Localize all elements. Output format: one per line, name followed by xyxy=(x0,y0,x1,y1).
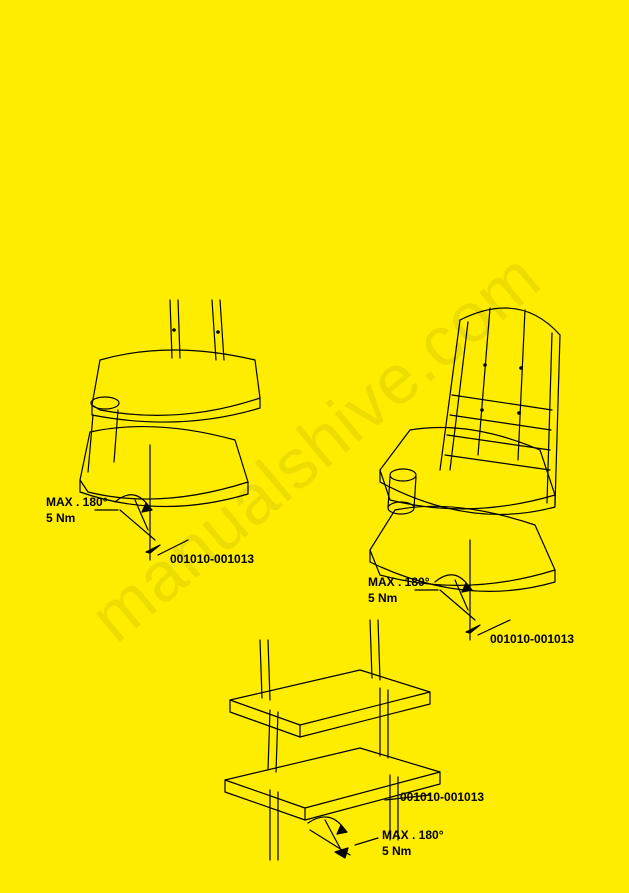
diagram-svg xyxy=(0,0,629,893)
label-right-partno: 001010-001013 xyxy=(490,632,574,648)
manual-page: manualshive.com MAX . 180° 5 Nm 001010-0… xyxy=(0,0,629,893)
label-line1: MAX . 180° xyxy=(46,495,108,509)
label-left-torque: MAX . 180° 5 Nm xyxy=(46,495,108,526)
label-line2: 5 Nm xyxy=(382,844,411,858)
label-line2: 5 Nm xyxy=(368,591,397,605)
label-line2: 5 Nm xyxy=(46,511,75,525)
label-bottom-partno: 001010-001013 xyxy=(400,790,484,806)
label-line1: MAX . 180° xyxy=(368,575,430,589)
label-right-torque: MAX . 180° 5 Nm xyxy=(368,575,430,606)
label-line1: MAX . 180° xyxy=(382,828,444,842)
label-bottom-torque: MAX . 180° 5 Nm xyxy=(382,828,444,859)
label-left-partno: 001010-001013 xyxy=(170,552,254,568)
